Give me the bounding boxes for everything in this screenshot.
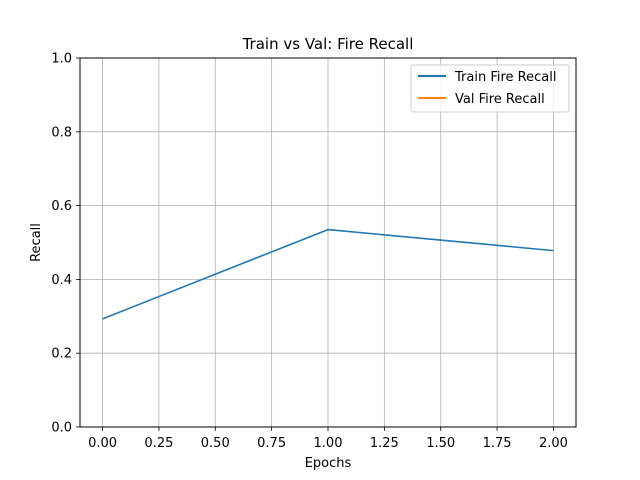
x-tick-label: 1.00 (314, 436, 343, 451)
y-tick-label: 0.0 (51, 421, 72, 436)
x-tick-label: 1.75 (483, 436, 512, 451)
x-tick-label: 1.25 (370, 436, 399, 451)
y-tick-label: 0.6 (51, 199, 72, 214)
series-layer (102, 228, 554, 320)
y-tick-label: 0.8 (51, 125, 72, 140)
x-tick-label: 2.00 (539, 436, 568, 451)
x-axis-label: Epochs (305, 456, 352, 471)
x-tick-label: 0.00 (88, 436, 117, 451)
y-axis-label: Recall (29, 223, 44, 262)
x-tick-label: 1.50 (426, 436, 455, 451)
x-tick-label: 0.50 (201, 436, 230, 451)
legend: Train Fire Recall Val Fire Recall (410, 64, 570, 113)
x-tick-label: 0.25 (144, 436, 173, 451)
ticks: 0.00 0.25 0.50 0.75 1.00 1.25 1.50 1.75 2.00 0.0 0… (51, 52, 568, 452)
chart-title: Train vs Val: Fire Recall (242, 35, 414, 53)
y-tick-label: 0.4 (51, 273, 72, 288)
legend-label-train-fire-recall: Train Fire Recall (454, 70, 556, 85)
legend-box (410, 64, 570, 113)
y-tick-label: 1.0 (51, 52, 72, 67)
legend-label-val-fire-recall: Val Fire Recall (455, 92, 545, 107)
y-tick-label: 0.2 (51, 347, 72, 362)
x-tick-label: 0.75 (257, 436, 286, 451)
